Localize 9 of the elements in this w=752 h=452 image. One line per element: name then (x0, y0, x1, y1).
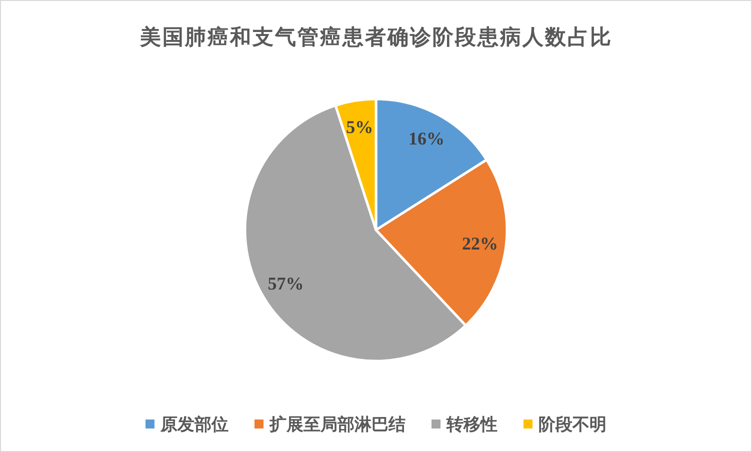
data-label: 57% (268, 274, 304, 294)
legend-label: 扩展至局部淋巴结 (268, 414, 406, 434)
data-label: 16% (408, 128, 444, 148)
legend-label: 阶段不明 (538, 414, 606, 434)
legend-label: 原发部位 (160, 414, 228, 434)
data-label: 5% (346, 116, 374, 137)
legend-label: 转移性 (446, 414, 498, 434)
data-label: 22% (462, 233, 498, 254)
chart-title: 美国肺癌和支气管癌患者确诊阶段患病人数占比 (138, 25, 612, 49)
